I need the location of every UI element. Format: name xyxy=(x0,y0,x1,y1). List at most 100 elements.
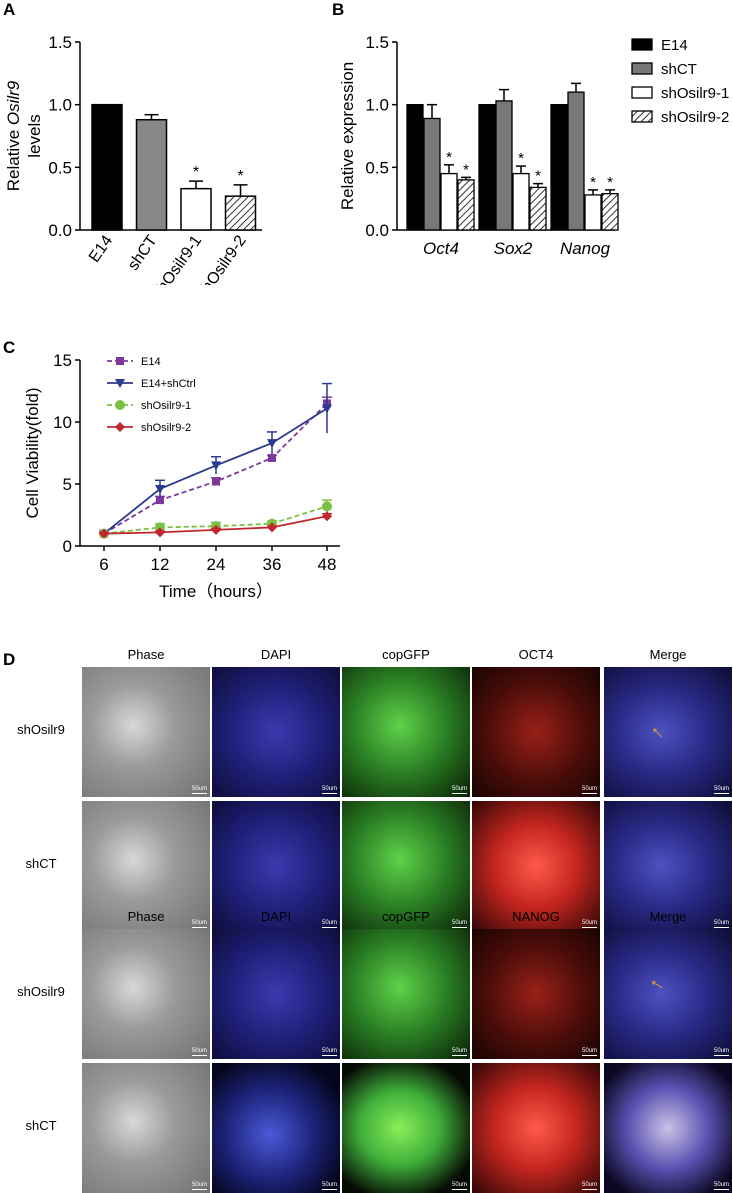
scale-bar: 50um xyxy=(581,1182,597,1188)
scale-bar: 50um xyxy=(713,1048,729,1054)
chart-b-legend-label: shOsilr9-2 xyxy=(661,109,729,126)
chart-b-legend-swatch xyxy=(631,110,653,123)
chart-b-bar xyxy=(584,194,602,231)
chart-b-legend-swatch xyxy=(631,62,653,75)
chart-b-significance-mark: * xyxy=(518,150,524,167)
arrow-icon: → xyxy=(640,720,671,750)
chart-a-category-label: shCT xyxy=(125,232,161,273)
column-header-merge: Merge xyxy=(649,909,687,924)
chart-c-y-tick-label: 10 xyxy=(53,413,72,432)
chart-c-point xyxy=(115,400,125,410)
chart-a-y-label: Relative Osilr9 xyxy=(4,80,23,191)
chart-c-x-tick-label: 12 xyxy=(151,555,170,574)
chart-c-x-label: Time（hours） xyxy=(159,582,273,601)
chart-c-point xyxy=(212,477,220,486)
panel-letter-d: D xyxy=(3,650,16,669)
row-label-shosilr9: shOsilr9 xyxy=(17,984,65,999)
chart-b-bar xyxy=(423,117,441,231)
scale-bar: 50um xyxy=(321,920,337,926)
micrograph-red: 50um xyxy=(472,801,600,931)
scale-bar: 50um xyxy=(191,786,207,792)
chart-a-y-label-italic: Osilr9 xyxy=(4,80,23,125)
chart-b-y-label: Relative expression xyxy=(338,62,357,210)
chart-b-y-tick-label: 1.0 xyxy=(365,96,389,115)
chart-c-y-label: Cell Viability(fold) xyxy=(23,387,42,518)
chart-c-point xyxy=(268,453,276,462)
chart-a-bar xyxy=(180,187,212,231)
chart-a-bar xyxy=(91,103,123,231)
chart-c-point xyxy=(322,511,332,522)
chart-c-point xyxy=(267,522,277,533)
scale-bar: 50um xyxy=(451,1182,467,1188)
chart-a-bar xyxy=(135,118,168,231)
micrograph-red: 50um xyxy=(472,1063,600,1193)
column-header-nanog: NANOG xyxy=(512,909,560,924)
chart-c-x-tick-label: 48 xyxy=(318,555,337,574)
micrograph-dapi: 50um xyxy=(212,801,340,931)
micrograph-dapi: 50um xyxy=(212,929,340,1059)
chart-c-y-tick-label: 0 xyxy=(63,537,72,556)
chart-c: 0 5 10 15 6 12 24 36 48 Time（hours） Cell Viability… xyxy=(23,351,340,601)
micrograph-merge: 50um → xyxy=(604,929,732,1059)
chart-c-point xyxy=(115,379,125,388)
chart-b-bar xyxy=(550,104,568,231)
chart-c-point xyxy=(116,357,124,365)
scale-bar: 50um xyxy=(713,1182,729,1188)
column-header-dapi: DAPI xyxy=(260,647,292,662)
chart-b-bar xyxy=(512,172,530,231)
chart-c-point xyxy=(99,528,109,539)
chart-a-significance-mark: * xyxy=(237,168,243,185)
micrograph-merge: 50um xyxy=(604,1063,732,1193)
chart-c-point xyxy=(115,422,125,432)
chart-b-significance-mark: * xyxy=(607,174,613,191)
chart-b-significance-mark: * xyxy=(463,161,469,178)
column-header-merge: Merge xyxy=(649,647,687,662)
chart-b-legend-swatch xyxy=(631,38,653,51)
chart-c-point xyxy=(211,524,221,535)
panel-letter-a: A xyxy=(3,0,16,19)
chart-b-significance-mark: * xyxy=(446,149,452,166)
column-header-copgfp: copGFP xyxy=(382,909,430,924)
scale-bar: 50um xyxy=(581,1048,597,1054)
column-header-phase: Phase xyxy=(127,647,165,662)
row-label-shct: shCT xyxy=(25,1118,57,1133)
row-label-shosilr9: shOsilr9 xyxy=(17,722,65,737)
chart-c-point xyxy=(267,439,277,449)
chart-b-legend-label: E14 xyxy=(661,37,688,54)
chart-b-legend-label: shOsilr9-1 xyxy=(661,85,729,102)
scale-bar: 50um xyxy=(451,1048,467,1054)
chart-b-legend-label: shCT xyxy=(661,61,697,78)
chart-a-y-tick-label: 0.0 xyxy=(48,221,72,240)
scale-bar: 50um xyxy=(581,786,597,792)
chart-a-y-tick-label: 0.5 xyxy=(48,158,72,177)
micrograph-phase: 50um xyxy=(82,801,210,931)
scale-bar: 50um xyxy=(451,786,467,792)
chart-c-point xyxy=(156,496,164,505)
chart-b-bar xyxy=(529,186,547,231)
chart-c-x-tick-label: 6 xyxy=(99,555,108,574)
chart-c-point xyxy=(322,501,332,512)
chart-a-y-label-line2: levels xyxy=(25,114,44,157)
panel-letter-c: C xyxy=(3,338,16,357)
chart-a-y-tick-label: 1.0 xyxy=(48,96,72,115)
chart-b-bar xyxy=(440,172,458,231)
scale-bar: 50um xyxy=(321,1182,337,1188)
scale-bar: 50um xyxy=(713,786,729,792)
chart-c-point xyxy=(211,461,221,471)
chart-b-category-label: Nanog xyxy=(560,239,611,258)
chart-b-significance-mark: * xyxy=(590,174,596,191)
micrograph-gfp: 50um xyxy=(342,1063,470,1193)
micrograph-red: 50um xyxy=(472,667,600,797)
scale-bar: 50um xyxy=(191,1182,207,1188)
chart-c-point xyxy=(155,527,165,538)
chart-b-legend-swatch xyxy=(631,86,653,99)
micrograph-phase: 50um xyxy=(82,667,210,797)
micrograph-red: 50um xyxy=(472,929,600,1059)
chart-b-y-tick-label: 0.0 xyxy=(365,221,389,240)
scale-bar: 50um xyxy=(321,786,337,792)
chart-b-significance-mark: * xyxy=(535,168,541,185)
chart-b-bar xyxy=(601,193,619,231)
chart-a-bar xyxy=(224,195,257,231)
chart-b-category-label: Oct4 xyxy=(423,239,459,258)
